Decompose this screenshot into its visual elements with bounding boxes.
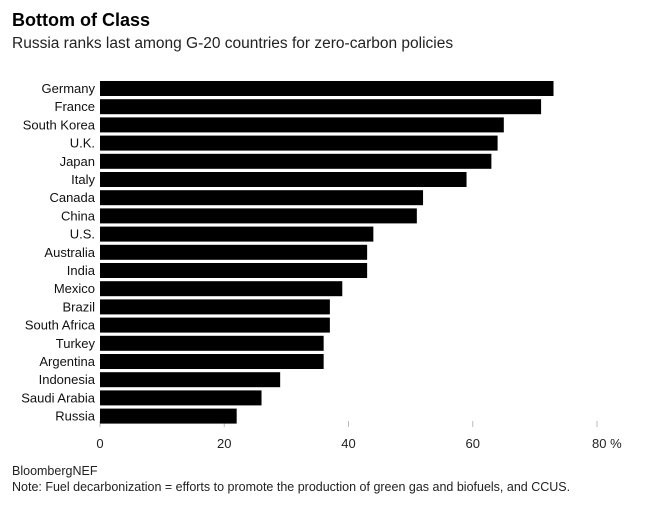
category-label: Mexico — [54, 281, 95, 296]
x-tick-label: 80 % — [592, 436, 622, 451]
bar-japan — [100, 153, 492, 169]
x-axis-tick-labels: 0 20 40 60 80 % — [96, 436, 622, 451]
x-tick-label: 60 — [466, 436, 480, 451]
category-label: Russia — [55, 409, 96, 424]
category-label: U.K. — [70, 136, 95, 151]
bar-south-korea — [100, 117, 504, 133]
bar-germany — [100, 81, 554, 96]
x-tick-label: 40 — [341, 436, 355, 451]
category-label: Australia — [44, 245, 95, 260]
category-label: Italy — [71, 172, 95, 187]
bar-china — [100, 208, 417, 224]
chart-subtitle: Russia ranks last among G-20 countries f… — [12, 35, 454, 52]
bar-turkey — [100, 335, 324, 351]
x-tick-label: 0 — [96, 436, 103, 451]
bar-u-s — [100, 226, 374, 242]
category-label: Germany — [42, 81, 96, 96]
bar-indonesia — [100, 372, 281, 388]
bar-mexico — [100, 281, 343, 297]
bar-brazil — [100, 299, 330, 315]
bar-australia — [100, 244, 368, 260]
bar-canada — [100, 190, 424, 206]
category-label: Canada — [49, 190, 95, 205]
chart-title: Bottom of Class — [12, 10, 151, 30]
category-label: U.S. — [70, 227, 95, 242]
category-label: China — [61, 208, 96, 223]
source-text: BloombergNEF — [12, 464, 98, 478]
bar-south-africa — [100, 317, 330, 333]
category-label: Indonesia — [39, 372, 96, 387]
bar-italy — [100, 172, 467, 187]
category-label: Japan — [60, 154, 95, 169]
note-text: Note: Fuel decarbonization = efforts to … — [12, 480, 571, 494]
category-label: South Africa — [25, 318, 96, 333]
category-labels: Germany France South Korea U.K. Japan Italy Ca… — [21, 81, 96, 424]
category-label: South Korea — [23, 117, 96, 132]
category-label: Argentina — [39, 354, 95, 369]
category-label: Turkey — [56, 336, 96, 351]
bar-argentina — [100, 354, 324, 369]
bar-india — [100, 263, 368, 278]
bar-france — [100, 99, 542, 115]
bar-saudi-arabia — [100, 390, 262, 406]
bar-russia — [100, 408, 237, 424]
bar-u-k — [100, 135, 498, 151]
category-label: India — [67, 263, 96, 278]
bars — [100, 81, 554, 424]
category-label: Brazil — [62, 299, 95, 314]
category-label: France — [55, 99, 95, 114]
category-label: Saudi Arabia — [21, 390, 95, 405]
x-tick-label: 20 — [217, 436, 231, 451]
